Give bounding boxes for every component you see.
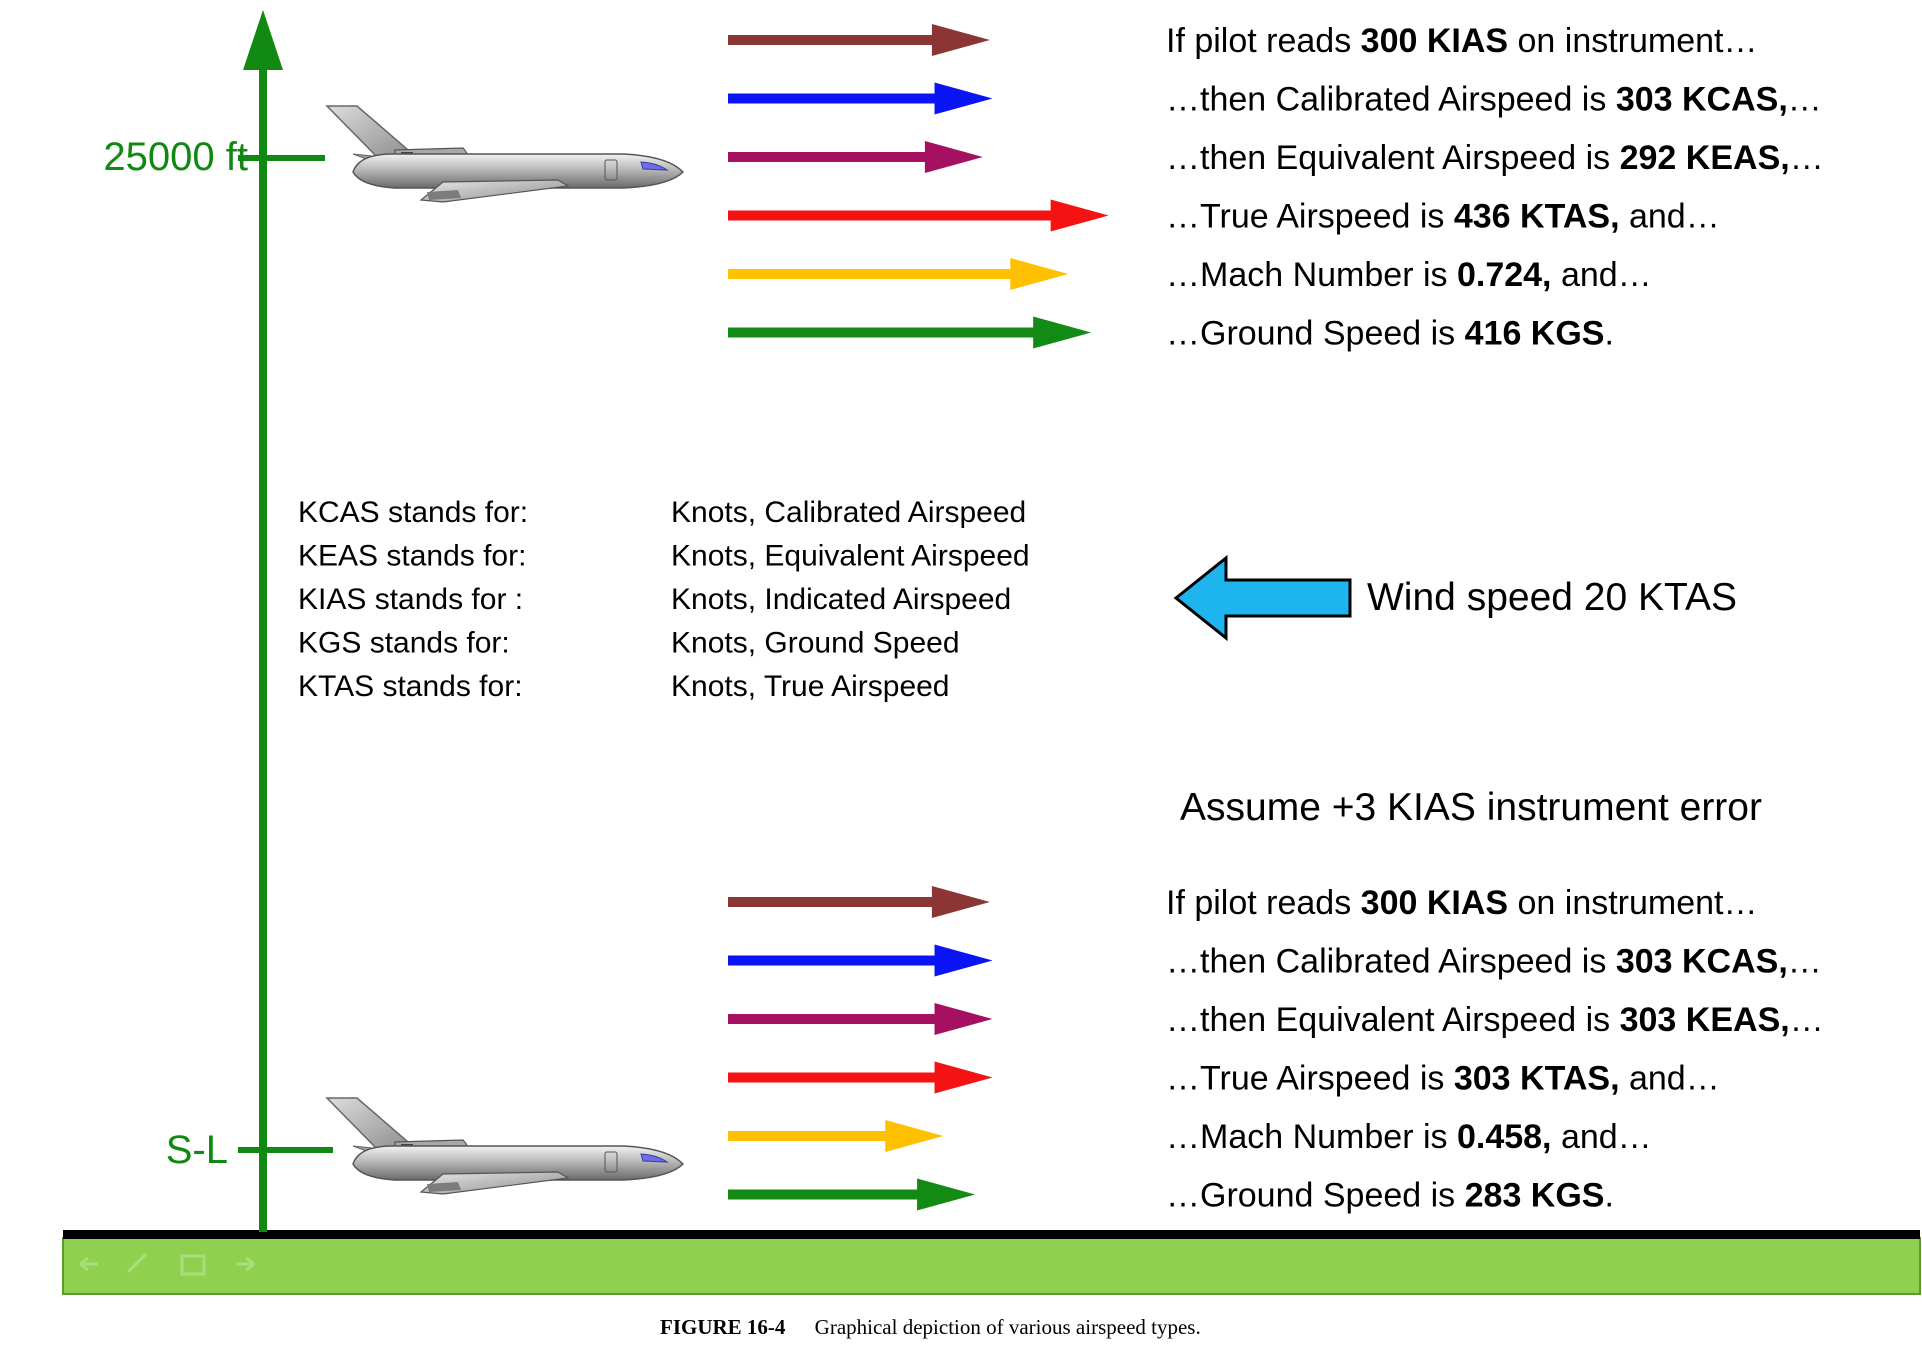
upper-arrowhead-mach [1010,258,1069,290]
statement-text: . [1604,1177,1613,1215]
legend-meaning: Knots, True Airspeed [671,670,950,703]
lower-statement-ktas: …True Airspeed is 303 KTAS, and… [1166,1060,1720,1098]
legend-meaning: Knots, Ground Speed [671,627,960,660]
statement-value: 0.724, [1457,256,1552,294]
upper-statement-keas: …then Equivalent Airspeed is 292 KEAS,… [1166,139,1824,177]
legend-term: KGS stands for: [298,627,510,660]
ground-bar [62,1237,1921,1295]
statement-text: …then Equivalent Airspeed is [1166,139,1620,177]
altitude-label-sea-level: S-L [166,1128,228,1172]
upper-statement-kcas: …then Calibrated Airspeed is 303 KCAS,… [1166,81,1822,119]
lower-statement-kcas: …then Calibrated Airspeed is 303 KCAS,… [1166,943,1822,981]
statement-value: 436 KTAS, [1454,198,1620,236]
statement-value: 292 KEAS, [1620,139,1790,177]
lower-statement-mach: …Mach Number is 0.458, and… [1166,1118,1652,1156]
legend-meaning: Knots, Equivalent Airspeed [671,540,1030,573]
lower-arrowhead-kgs [917,1178,976,1211]
upper-statements: If pilot reads 300 KIAS on instrument… …t… [1166,22,1824,353]
lower-arrowhead-kias [931,886,990,918]
statement-text: and… [1620,1060,1720,1098]
statement-value: 300 KIAS [1361,884,1508,922]
statement-text: …then Calibrated Airspeed is [1166,943,1616,981]
lower-arrows [728,886,993,1211]
statement-text: …Ground Speed is [1166,1177,1465,1215]
upper-arrowhead-kias [931,24,990,56]
statement-text: and… [1552,1118,1652,1156]
upper-arrowhead-ktas [1050,199,1109,232]
statement-value: 303 KCAS, [1616,943,1788,981]
upper-arrowhead-keas [924,141,983,173]
statement-text: …True Airspeed is [1166,1060,1454,1098]
statement-text: … [1788,943,1822,981]
abbreviation-legend: KCAS stands for: Knots, Calibrated Airspe… [298,496,1030,703]
lower-statement-keas: …then Equivalent Airspeed is 303 KEAS,… [1166,1001,1824,1039]
statement-text: … [1790,139,1824,177]
upper-statement-kgs: …Ground Speed is 416 KGS. [1166,315,1614,353]
figure-caption: FIGURE 16-4 Graphical depiction of vario… [660,1315,1201,1339]
statement-text: and… [1552,256,1652,294]
statement-text: …Ground Speed is [1166,315,1465,353]
legend-meaning: Knots, Calibrated Airspeed [671,496,1026,529]
wind-speed-label: Wind speed 20 KTAS [1367,576,1737,619]
upper-arrowhead-kgs [1033,316,1092,349]
statement-text: … [1790,1001,1824,1039]
lower-arrowhead-keas [934,1003,993,1035]
legend-meaning: Knots, Indicated Airspeed [671,583,1011,616]
statement-text: …then Calibrated Airspeed is [1166,81,1616,119]
upper-arrowhead-kcas [934,82,993,115]
aircraft-upper [326,105,684,203]
legend-term: KEAS stands for: [298,540,526,573]
upper-statement-ktas: …True Airspeed is 436 KTAS, and… [1166,198,1720,236]
statement-value: 300 KIAS [1361,22,1508,60]
lower-arrowhead-kcas [934,944,993,977]
altitude-label-25000: 25000 ft [103,135,248,179]
wind-arrow-icon [1173,554,1352,642]
lower-statement-kias: If pilot reads 300 KIAS on instrument… [1166,884,1758,922]
figure-caption-text: Graphical depiction of various airspeed … [815,1315,1201,1339]
legend-term: KIAS stands for : [298,583,523,616]
lower-statements: If pilot reads 300 KIAS on instrument… …t… [1166,884,1824,1215]
ground-line [63,1230,1920,1239]
legend-term: KTAS stands for: [298,670,523,703]
statement-value: 283 KGS [1465,1177,1605,1215]
legend-term: KCAS stands for: [298,496,528,529]
statement-text: …True Airspeed is [1166,198,1454,236]
upper-statement-mach: …Mach Number is 0.724, and… [1166,256,1652,294]
lower-arrowhead-ktas [934,1061,993,1094]
lower-arrowhead-mach [885,1120,944,1152]
figure-number: FIGURE 16-4 [660,1315,786,1339]
statement-value: 0.458, [1457,1118,1552,1156]
upper-arrows [728,24,1109,349]
statement-text: …then Equivalent Airspeed is [1166,1001,1620,1039]
statement-text: on instrument… [1508,884,1757,922]
statement-value: 303 KCAS, [1616,81,1788,119]
statement-text: If pilot reads [1166,22,1361,60]
upper-statement-kias: If pilot reads 300 KIAS on instrument… [1166,22,1758,60]
statement-value: 416 KGS [1465,315,1605,353]
altitude-axis-arrowhead [243,10,283,70]
statement-text: . [1604,315,1613,353]
statement-text: and… [1620,198,1720,236]
statement-text: on instrument… [1508,22,1757,60]
aircraft-lower [326,1097,684,1195]
statement-value: 303 KEAS, [1620,1001,1790,1039]
instrument-error-note: Assume +3 KIAS instrument error [1180,786,1762,829]
lower-statement-kgs: …Ground Speed is 283 KGS. [1166,1177,1614,1215]
toolbar-ghost-icons [79,1252,255,1276]
statement-text: …Mach Number is [1166,1118,1457,1156]
statement-value: 303 KTAS, [1454,1060,1620,1098]
statement-text: …Mach Number is [1166,256,1457,294]
statement-text: … [1788,81,1822,119]
statement-text: If pilot reads [1166,884,1361,922]
